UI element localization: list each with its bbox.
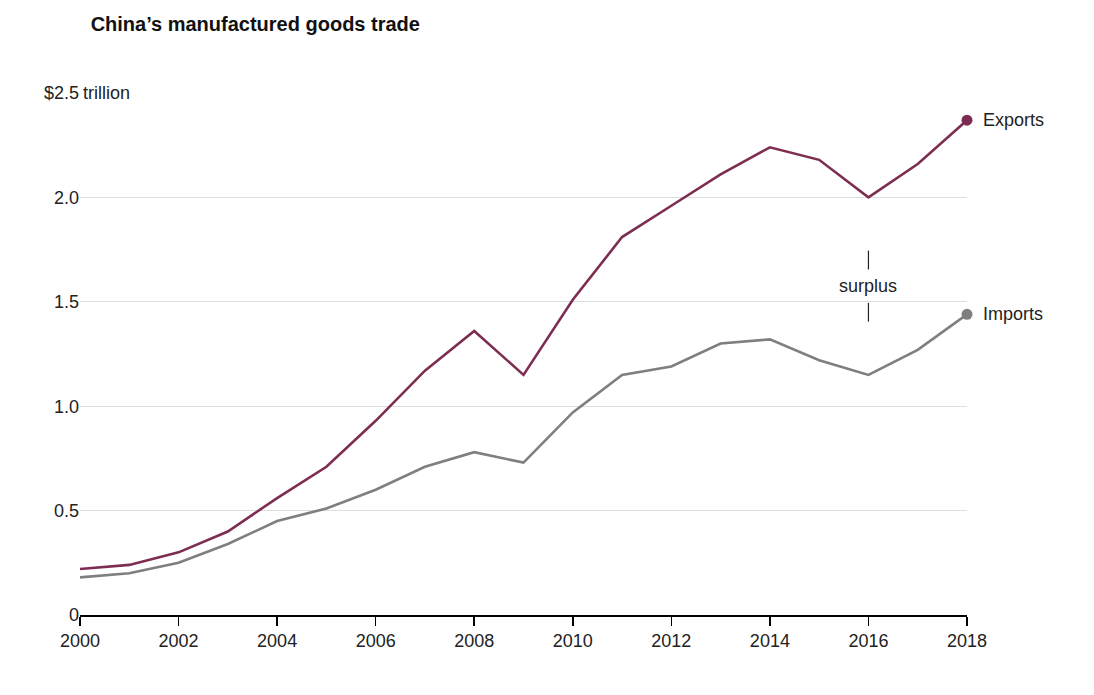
svg-text:0.5: 0.5 — [54, 501, 79, 521]
svg-text:China’s manufactured goods tra: China’s manufactured goods trade — [91, 13, 420, 35]
svg-text:2004: 2004 — [257, 631, 297, 651]
svg-text:Exports: Exports — [983, 110, 1044, 130]
svg-text:1.5: 1.5 — [54, 292, 79, 312]
svg-text:$2.5: $2.5 — [44, 83, 79, 103]
svg-text:trillion: trillion — [83, 83, 130, 103]
svg-text:1.0: 1.0 — [54, 397, 79, 417]
svg-text:2002: 2002 — [159, 631, 199, 651]
svg-text:2008: 2008 — [454, 631, 494, 651]
svg-text:2018: 2018 — [947, 631, 987, 651]
svg-text:0: 0 — [69, 605, 79, 625]
svg-text:2014: 2014 — [750, 631, 790, 651]
svg-text:2016: 2016 — [848, 631, 888, 651]
svg-text:2000: 2000 — [60, 631, 100, 651]
svg-text:2.0: 2.0 — [54, 188, 79, 208]
svg-text:Imports: Imports — [983, 304, 1043, 324]
svg-text:surplus: surplus — [839, 276, 897, 296]
svg-text:2006: 2006 — [356, 631, 396, 651]
svg-text:2012: 2012 — [651, 631, 691, 651]
svg-text:2010: 2010 — [553, 631, 593, 651]
